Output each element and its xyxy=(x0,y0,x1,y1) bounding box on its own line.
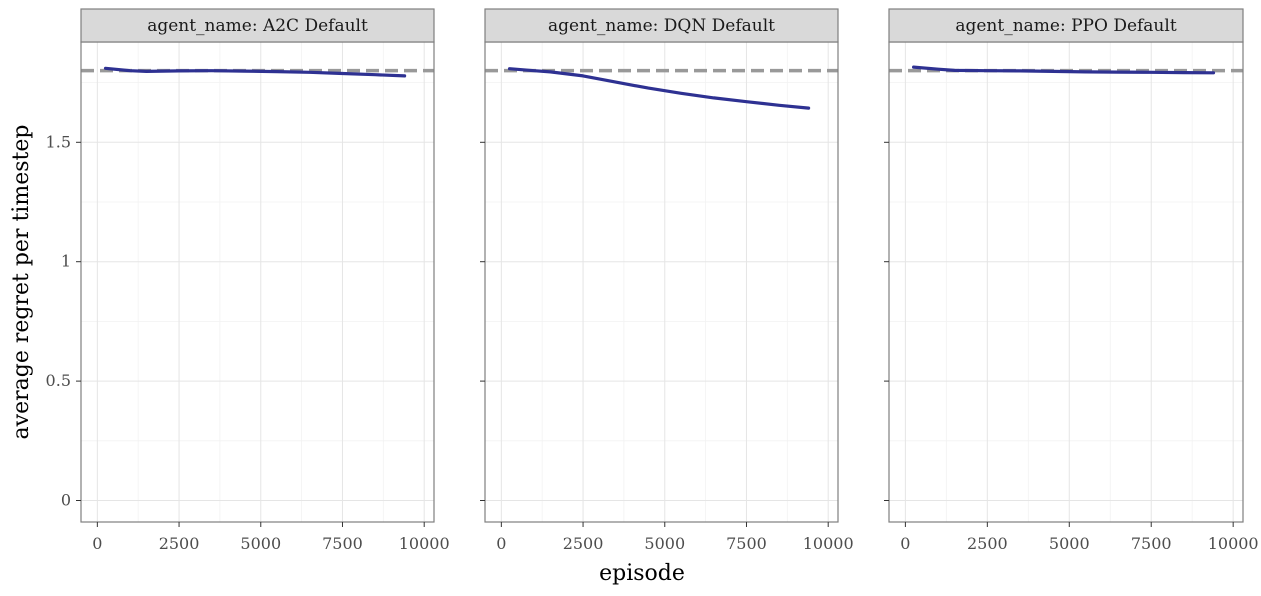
panel-background xyxy=(81,42,434,522)
panel-background xyxy=(889,42,1243,522)
y-tick-label: 0 xyxy=(61,491,71,510)
x-tick-label: 10000 xyxy=(803,534,854,553)
facet-panel-1: agent_name: A2C Default 0 2500 5000 7500 1000… xyxy=(46,8,450,553)
x-tick-label: 0 xyxy=(900,534,910,553)
y-tick-label: 1.5 xyxy=(46,132,71,151)
facet-panel-3: agent_name: PPO Default 0 2500 5000 7500 1000… xyxy=(884,8,1259,553)
x-tick-label: 2500 xyxy=(967,534,1008,553)
x-tick-label: 2500 xyxy=(159,534,200,553)
y-tick-label: 0.5 xyxy=(46,371,71,390)
x-tick-label: 7500 xyxy=(322,534,363,553)
y-axis-title: average regret per timestep xyxy=(9,125,34,440)
series-line xyxy=(507,67,811,110)
facet-strip-label: agent_name: DQN Default xyxy=(548,16,775,36)
x-axis-title: episode xyxy=(599,561,685,586)
facet-strip xyxy=(80,8,435,43)
x-tick-label: 10000 xyxy=(1208,534,1259,553)
y-tick-label: 1 xyxy=(61,252,71,271)
series-line xyxy=(103,66,407,78)
facet-strip xyxy=(888,8,1244,43)
x-tick-label: 10000 xyxy=(399,534,450,553)
x-tick-label: 0 xyxy=(496,534,506,553)
panel-background xyxy=(485,42,838,522)
facet-strip-label: agent_name: PPO Default xyxy=(955,16,1176,36)
x-tick-label: 7500 xyxy=(1131,534,1172,553)
x-tick-label: 2500 xyxy=(563,534,604,553)
series-line xyxy=(911,65,1216,75)
facet-strip-label: agent_name: A2C Default xyxy=(147,16,368,36)
x-tick-label: 0 xyxy=(92,534,102,553)
x-tick-label: 5000 xyxy=(240,534,281,553)
x-tick-label: 5000 xyxy=(1049,534,1090,553)
facet-strip xyxy=(484,8,839,43)
x-tick-label: 7500 xyxy=(726,534,767,553)
x-tick-label: 5000 xyxy=(644,534,685,553)
facet-panel-2: agent_name: DQN Default 0 2500 5000 7500 1000… xyxy=(480,8,854,553)
